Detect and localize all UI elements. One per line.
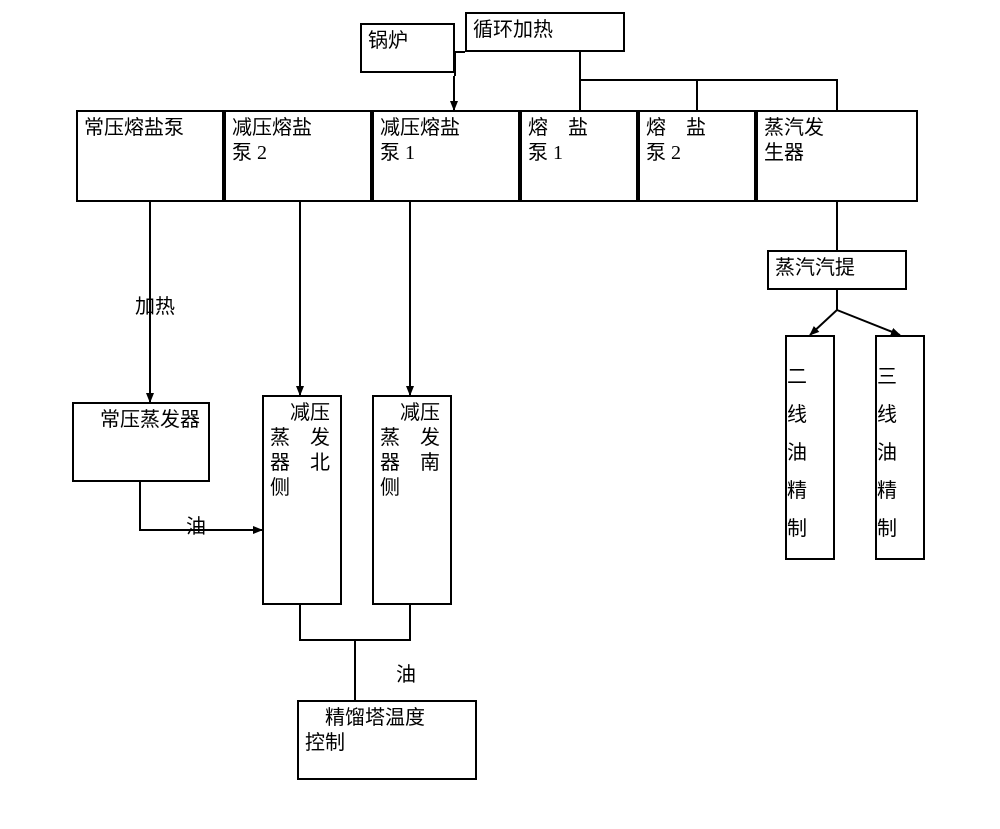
node-vac_n: 减压蒸 发器 北侧 bbox=[262, 395, 342, 605]
node-p_ms2: 熔 盐泵 2 bbox=[638, 110, 756, 202]
edge-10 bbox=[837, 290, 900, 335]
edge-13 bbox=[300, 605, 410, 640]
node-refine3: 三线油精制 bbox=[875, 335, 925, 560]
node-steamgen: 蒸汽发生器 bbox=[756, 110, 918, 202]
node-refine2: 二线油精制 bbox=[785, 335, 835, 560]
label-lbl_oil2: 油 bbox=[396, 658, 416, 687]
diagram-stage: 锅炉循环加热常压熔盐泵减压熔盐泵 2减压熔盐泵 1熔 盐泵 1熔 盐泵 2蒸汽发… bbox=[0, 0, 1000, 829]
label-lbl_oil1: 油 bbox=[186, 510, 206, 539]
node-rect: 精馏塔温度控制 bbox=[297, 700, 477, 780]
edge-0 bbox=[455, 52, 465, 76]
node-p_vac2: 减压熔盐泵 2 bbox=[224, 110, 372, 202]
node-vac_s: 减压蒸 发器 南侧 bbox=[372, 395, 452, 605]
label-lbl_heat: 加热 bbox=[135, 290, 175, 319]
node-strip: 蒸汽汽提 bbox=[767, 250, 907, 290]
node-boiler: 锅炉 bbox=[360, 23, 455, 73]
edge-9 bbox=[810, 290, 837, 335]
node-circ_heat: 循环加热 bbox=[465, 12, 625, 52]
node-atm_evap: 常压蒸发器 bbox=[72, 402, 210, 482]
edge-2 bbox=[580, 52, 837, 110]
node-p_ms1: 熔 盐泵 1 bbox=[520, 110, 638, 202]
node-p_vac1: 减压熔盐泵 1 bbox=[372, 110, 520, 202]
node-p_atm: 常压熔盐泵 bbox=[76, 110, 224, 202]
